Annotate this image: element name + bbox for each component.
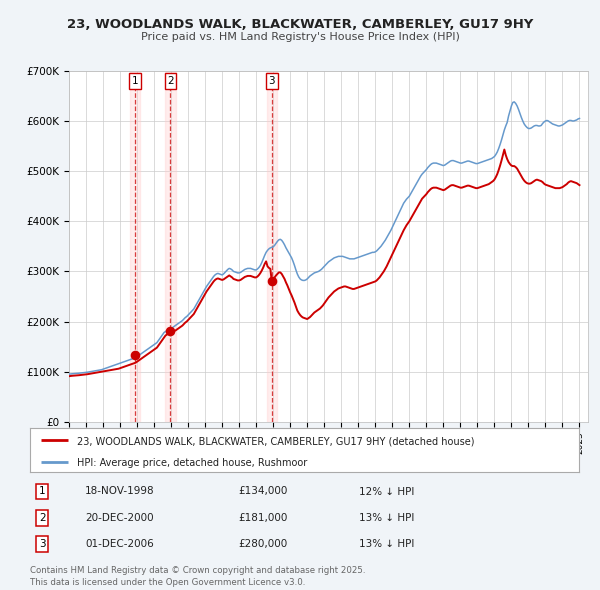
Text: HPI: Average price, detached house, Rushmoor: HPI: Average price, detached house, Rush… xyxy=(77,458,307,468)
Text: 3: 3 xyxy=(269,76,275,86)
Point xyxy=(130,350,140,359)
Text: £181,000: £181,000 xyxy=(239,513,288,523)
Text: £134,000: £134,000 xyxy=(239,487,288,496)
Text: 23, WOODLANDS WALK, BLACKWATER, CAMBERLEY, GU17 9HY (detached house): 23, WOODLANDS WALK, BLACKWATER, CAMBERLE… xyxy=(77,436,474,446)
Text: 13% ↓ HPI: 13% ↓ HPI xyxy=(359,513,415,523)
Point xyxy=(267,277,277,286)
Text: 1: 1 xyxy=(39,487,46,496)
Bar xyxy=(130,71,140,422)
Text: 1: 1 xyxy=(132,76,139,86)
Text: 13% ↓ HPI: 13% ↓ HPI xyxy=(359,539,415,549)
Text: 2: 2 xyxy=(39,513,46,523)
Text: 3: 3 xyxy=(39,539,46,549)
Text: This data is licensed under the Open Government Licence v3.0.: This data is licensed under the Open Gov… xyxy=(30,578,305,587)
Text: £280,000: £280,000 xyxy=(239,539,288,549)
Text: 23, WOODLANDS WALK, BLACKWATER, CAMBERLEY, GU17 9HY: 23, WOODLANDS WALK, BLACKWATER, CAMBERLE… xyxy=(67,18,533,31)
Text: 12% ↓ HPI: 12% ↓ HPI xyxy=(359,487,415,496)
Text: 20-DEC-2000: 20-DEC-2000 xyxy=(85,513,154,523)
Text: Contains HM Land Registry data © Crown copyright and database right 2025.: Contains HM Land Registry data © Crown c… xyxy=(30,566,365,575)
Bar xyxy=(267,71,277,422)
Text: 2: 2 xyxy=(167,76,174,86)
Point xyxy=(166,326,175,336)
Bar xyxy=(166,71,176,422)
Text: 01-DEC-2006: 01-DEC-2006 xyxy=(85,539,154,549)
Text: Price paid vs. HM Land Registry's House Price Index (HPI): Price paid vs. HM Land Registry's House … xyxy=(140,32,460,42)
Text: 18-NOV-1998: 18-NOV-1998 xyxy=(85,487,155,496)
